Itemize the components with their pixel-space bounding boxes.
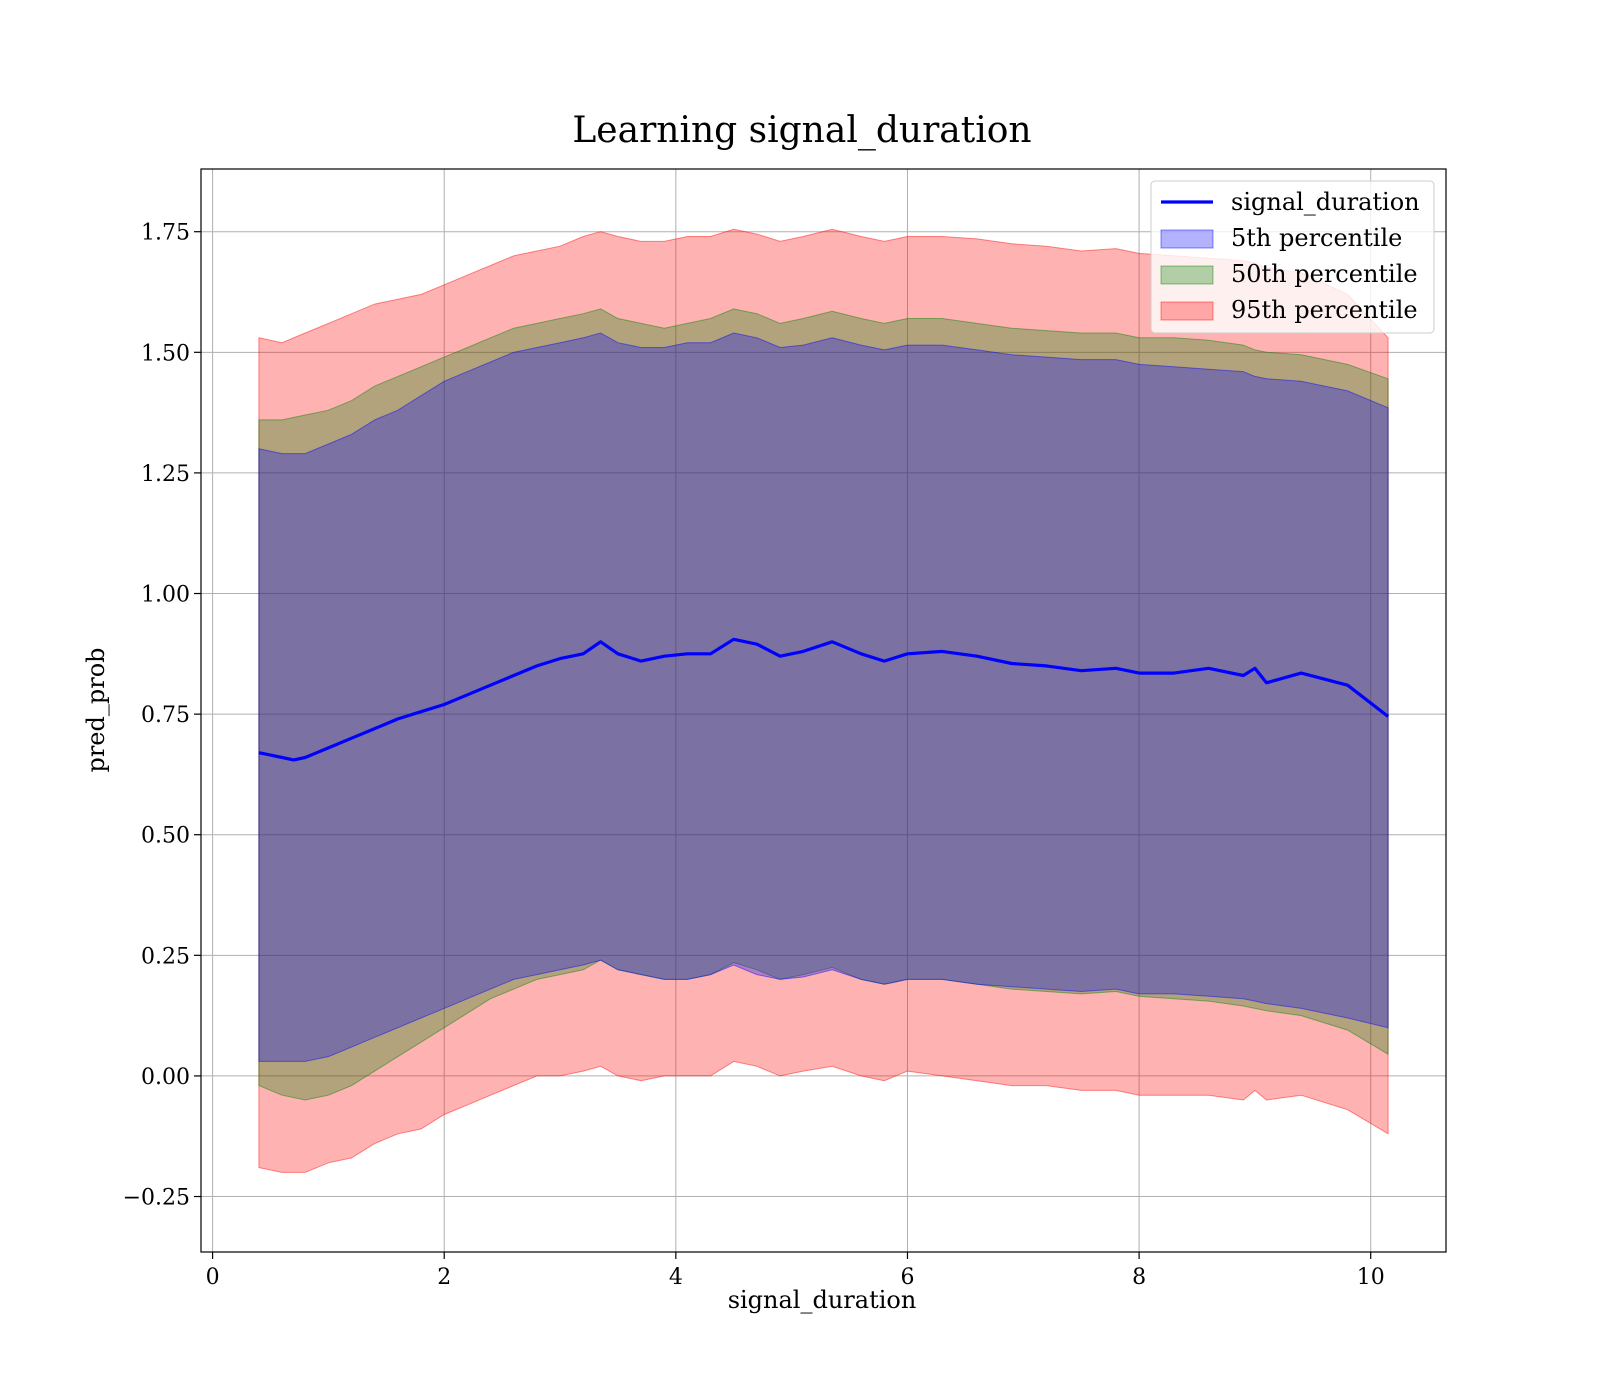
y-tick-label: 1.50 [141, 341, 190, 366]
y-tick-label: −0.25 [123, 1186, 190, 1211]
legend-label: signal_duration [1231, 188, 1420, 216]
legend-label: 5th percentile [1231, 224, 1402, 252]
x-tick-label: 10 [1357, 1265, 1385, 1290]
y-tick-label: 1.00 [141, 583, 190, 608]
legend-label: 50th percentile [1231, 260, 1418, 288]
y-tick-label: 0.50 [141, 824, 190, 849]
band-95th-percentile [258, 228, 1389, 1173]
band-5th-percentile [258, 332, 1389, 1062]
x-axis-label: signal_duration [728, 1286, 917, 1314]
y-tick-label: 0.00 [141, 1065, 190, 1090]
y-tick-label: 0.25 [141, 944, 190, 969]
legend: signal_duration 5th percentile 50th percen… [1150, 180, 1435, 334]
chart-title: Learning signal_duration [572, 110, 1031, 151]
y-tick-label: 1.75 [141, 221, 190, 246]
percentile-bands [258, 228, 1389, 1173]
y-axis-ticks: −0.25 0.00 0.25 0.50 0.75 1.00 1.25 1.50 1.75 [123, 221, 201, 1211]
x-tick-label: 2 [437, 1265, 451, 1290]
series-line-signal-duration [258, 637, 1390, 762]
x-tick-label: 6 [900, 1265, 914, 1290]
legend-label: 95th percentile [1231, 296, 1418, 324]
y-tick-label: 1.25 [141, 462, 190, 487]
grid [201, 169, 1446, 1252]
y-tick-label: 0.75 [141, 703, 190, 728]
legend-box [1150, 180, 1435, 334]
legend-patch-swatch [1160, 301, 1214, 321]
x-tick-label: 8 [1132, 1265, 1146, 1290]
x-axis-ticks: 0 2 4 6 8 10 [206, 1252, 1385, 1290]
plot-frame [200, 168, 1447, 1253]
legend-patch-swatch [1160, 229, 1214, 249]
band-50th-percentile [258, 308, 1389, 1101]
x-tick-label: 4 [669, 1265, 683, 1290]
series-lines [258, 637, 1390, 762]
x-tick-label: 0 [206, 1265, 220, 1290]
y-axis-label: pred_prob [82, 647, 110, 772]
legend-patch-swatch [1160, 265, 1214, 285]
